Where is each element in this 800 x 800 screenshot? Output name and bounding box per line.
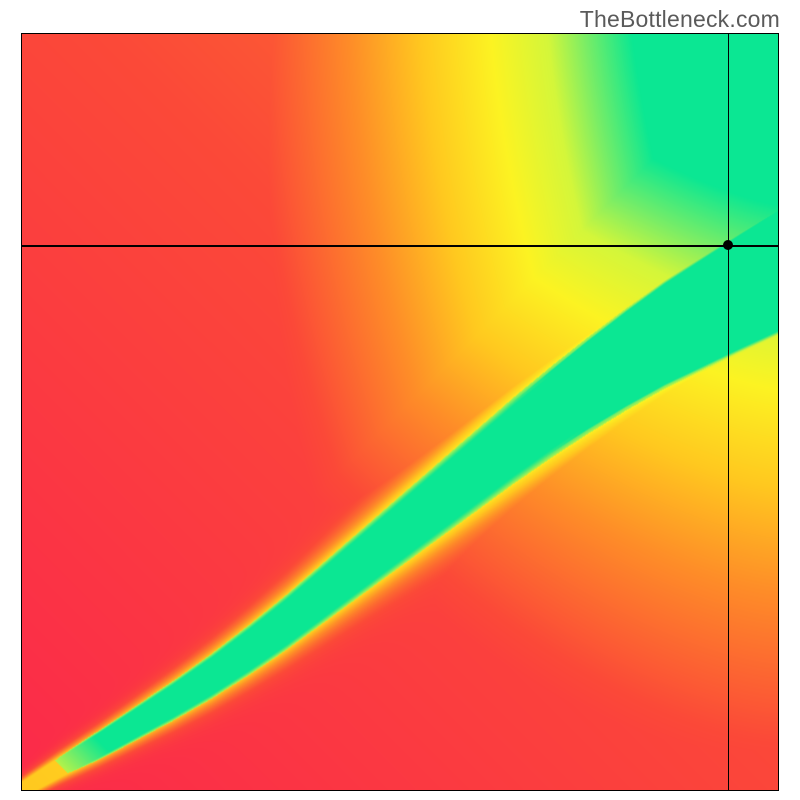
heatmap-canvas xyxy=(22,34,778,790)
crosshair-horizontal xyxy=(22,245,778,246)
watermark-text: TheBottleneck.com xyxy=(580,6,780,33)
chart-container: TheBottleneck.com xyxy=(0,0,800,800)
crosshair-vertical xyxy=(728,34,729,790)
heatmap-plot xyxy=(21,33,779,791)
